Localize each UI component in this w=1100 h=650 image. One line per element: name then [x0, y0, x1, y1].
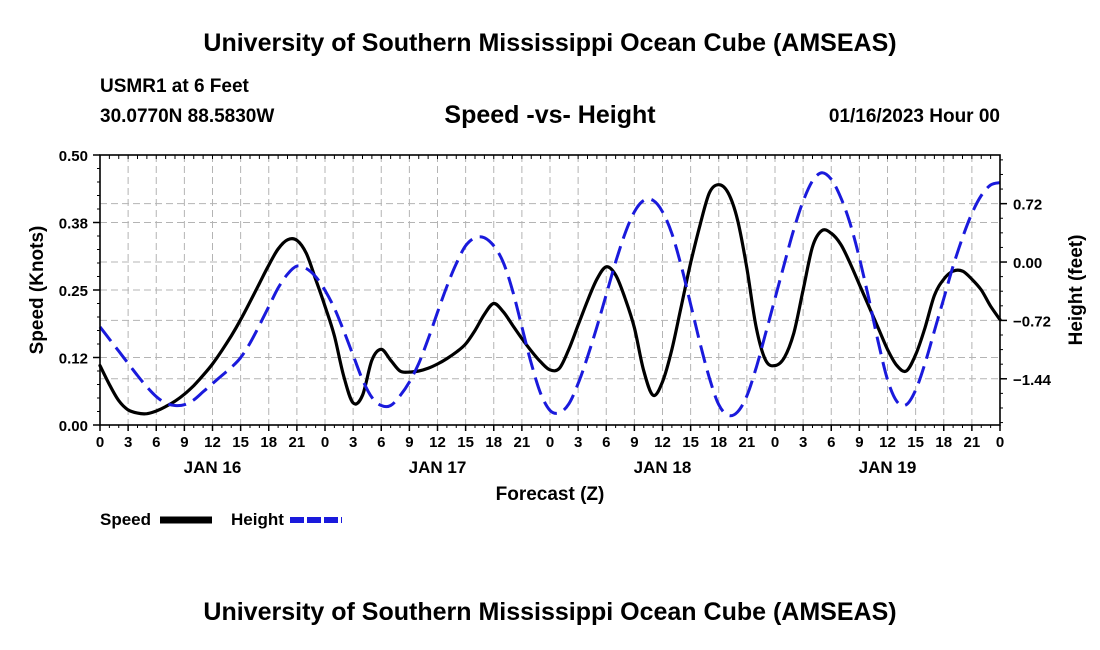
day-label: JAN 18 — [634, 458, 692, 477]
x-tick-label: 0 — [321, 434, 329, 451]
x-tick-label: 3 — [124, 434, 132, 451]
x-tick-label: 12 — [429, 434, 446, 451]
forecast-date-label: 01/16/2023 Hour 00 — [828, 106, 1000, 127]
y-tick-label: 0.00 — [59, 418, 88, 435]
x-tick-label: 6 — [602, 434, 610, 451]
x-tick-label: 3 — [799, 434, 807, 451]
legend: Speed Height — [100, 510, 342, 529]
day-label: JAN 19 — [859, 458, 917, 477]
y-tick-label: 0.38 — [59, 216, 88, 233]
y2-tick-label: −0.72 — [1013, 313, 1051, 330]
x-tick-label: 6 — [152, 434, 160, 451]
series-layer — [98, 171, 1002, 418]
height-series-line — [98, 171, 1001, 418]
x-tick-label: 0 — [996, 434, 1004, 451]
speed-series-line — [98, 183, 1002, 416]
x-tick-label: 21 — [964, 434, 981, 451]
x-tick-label: 12 — [879, 434, 896, 451]
day-label: JAN 16 — [184, 458, 242, 477]
x-tick-label: 3 — [574, 434, 582, 451]
y-axis-title: Speed (Knots) — [27, 226, 48, 355]
y2-axis-title: Height (feet) — [1066, 235, 1087, 346]
x-tick-label: 12 — [204, 434, 221, 451]
x-tick-label: 6 — [377, 434, 385, 451]
grid — [100, 155, 1000, 425]
x-tick-label: 21 — [289, 434, 306, 451]
x-tick-label: 18 — [260, 434, 277, 451]
x-tick-label: 6 — [827, 434, 835, 451]
legend-speed-label: Speed — [100, 510, 151, 529]
y2-tick-label: 0.72 — [1013, 197, 1042, 214]
footer-title: University of Southern Mississippi Ocean… — [203, 598, 897, 626]
x-tick-label: 18 — [485, 434, 502, 451]
y-tick-label: 0.25 — [59, 283, 88, 300]
x-tick-label: 3 — [349, 434, 357, 451]
x-tick-label: 15 — [682, 434, 699, 451]
x-tick-label: 18 — [710, 434, 727, 451]
x-tick-label: 21 — [514, 434, 531, 451]
station-label: USMR1 at 6 Feet — [100, 76, 249, 97]
legend-height-label: Height — [231, 510, 284, 529]
x-tick-label: 9 — [405, 434, 413, 451]
x-tick-label: 9 — [180, 434, 188, 451]
y2-tick-label: −1.44 — [1013, 372, 1052, 389]
y2-tick-label: 0.00 — [1013, 255, 1042, 272]
x-tick-label: 21 — [739, 434, 756, 451]
x-tick-label: 9 — [855, 434, 863, 451]
day-label: JAN 17 — [409, 458, 467, 477]
coordinates-label: 30.0770N 88.5830W — [100, 106, 275, 127]
x-tick-label: 0 — [96, 434, 104, 451]
y-tick-label: 0.12 — [59, 351, 88, 368]
x-tick-label: 12 — [654, 434, 671, 451]
chart-title: University of Southern Mississippi Ocean… — [203, 29, 897, 57]
x-tick-label: 15 — [907, 434, 924, 451]
x-tick-label: 15 — [232, 434, 249, 451]
y-tick-label: 0.50 — [59, 148, 88, 165]
x-tick-label: 9 — [630, 434, 638, 451]
x-axis-title: Forecast (Z) — [496, 484, 605, 505]
x-tick-label: 0 — [771, 434, 779, 451]
chart-subtitle: Speed -vs- Height — [444, 101, 656, 129]
x-tick-label: 18 — [935, 434, 952, 451]
axes: 0 3 6 9 12 15 18 21 0 3 6 9 12 15 18 21 0 3 6 9 12 15 18 21 0 3 6 9… — [59, 148, 1052, 477]
x-tick-label: 0 — [546, 434, 554, 451]
x-tick-label: 15 — [457, 434, 474, 451]
